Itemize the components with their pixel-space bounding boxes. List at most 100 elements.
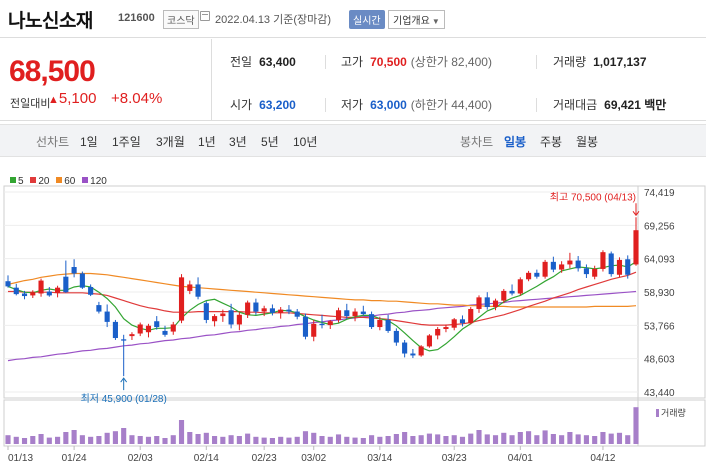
y-tick-label: 53,766 bbox=[644, 321, 675, 332]
volume-bar bbox=[385, 436, 391, 444]
volume-bar bbox=[187, 432, 193, 444]
candle-body bbox=[550, 261, 556, 270]
period-1d[interactable]: 1일 bbox=[80, 135, 98, 149]
candle-body bbox=[286, 309, 292, 312]
candle-body bbox=[220, 313, 226, 317]
candle-body bbox=[112, 321, 118, 339]
volume-bar bbox=[79, 435, 85, 444]
ma60-line bbox=[7, 272, 637, 308]
period-10y[interactable]: 10년 bbox=[293, 135, 318, 149]
candle-body bbox=[402, 342, 408, 354]
period-3m[interactable]: 3개월 bbox=[156, 135, 185, 149]
candle-weekly[interactable]: 주봉 bbox=[540, 135, 563, 149]
volume-bar bbox=[253, 436, 259, 444]
candle-body bbox=[63, 276, 69, 293]
candle-body bbox=[311, 323, 317, 337]
chart-legend: 5 20 60 120 bbox=[6, 176, 107, 187]
volume-label: 거래량 bbox=[661, 407, 686, 418]
candle-body bbox=[418, 346, 424, 356]
candle-body bbox=[625, 259, 631, 275]
calendar-icon bbox=[200, 11, 210, 21]
volume-bar bbox=[245, 433, 251, 444]
volume-bar bbox=[5, 435, 11, 444]
candle-body bbox=[501, 290, 507, 301]
candle-body bbox=[302, 316, 309, 337]
candle-body bbox=[385, 319, 391, 331]
volume-bar bbox=[228, 435, 234, 444]
x-tick-label: 03/23 bbox=[442, 453, 467, 464]
amount-label: 거래대금 bbox=[553, 98, 598, 112]
volume-bar bbox=[592, 436, 598, 444]
volume-bar bbox=[104, 432, 110, 444]
company-info-dropdown[interactable]: 기업개요 ▼ bbox=[388, 10, 445, 29]
candle-body bbox=[393, 330, 399, 343]
candle-body bbox=[360, 311, 366, 315]
line-chart-tab[interactable]: 선차트 bbox=[36, 135, 70, 149]
period-5y[interactable]: 5년 bbox=[261, 135, 279, 149]
candle-body bbox=[104, 311, 110, 322]
candle-body bbox=[377, 319, 383, 328]
volume-bar bbox=[451, 435, 457, 444]
legend-ma60: 60 bbox=[64, 176, 76, 187]
volume-label: 거래량 bbox=[553, 55, 587, 69]
period-1y[interactable]: 1년 bbox=[198, 135, 216, 149]
x-axis-labels: 01/13 01/24 02/03 02/14 02/23 03/02 03/14 03/23… bbox=[7, 446, 616, 464]
volume-bar bbox=[468, 433, 474, 444]
volume-bar bbox=[30, 436, 36, 444]
candle-body bbox=[476, 297, 482, 309]
volume-bar bbox=[418, 435, 424, 444]
candle-body bbox=[178, 277, 185, 321]
candle-body bbox=[79, 273, 85, 288]
min-label: 최저 45,900 (01/28) bbox=[81, 393, 167, 405]
candles bbox=[5, 217, 639, 377]
candle-body bbox=[71, 267, 77, 274]
prev-value: 63,400 bbox=[259, 55, 296, 69]
high-price: 고가 70,500 (상한가 82,400) bbox=[341, 53, 492, 70]
open-value: 63,200 bbox=[259, 98, 296, 112]
y-tick-label: 64,093 bbox=[644, 255, 675, 266]
open-price: 시가 63,200 bbox=[230, 96, 296, 113]
volume-bar bbox=[13, 436, 19, 444]
stock-code: 121600 bbox=[118, 12, 155, 24]
candle-body bbox=[55, 287, 61, 293]
candle-body bbox=[369, 314, 375, 328]
volume-bar bbox=[137, 436, 143, 444]
high-label: 고가 bbox=[341, 55, 364, 69]
candle-body bbox=[121, 339, 127, 341]
realtime-button[interactable]: 실시간 bbox=[349, 10, 385, 29]
volume-bar bbox=[344, 436, 350, 444]
chart-toolbar: 선차트 1일 1주일 3개월 1년 3년 5년 10년 봉차트 일봉 주봉 월봉 bbox=[0, 124, 706, 157]
candle-body bbox=[278, 309, 284, 313]
candle-body bbox=[170, 324, 176, 332]
volume-bar bbox=[236, 436, 242, 444]
volume-bar bbox=[46, 437, 52, 444]
candle-chart-tab[interactable]: 봉차트 bbox=[460, 135, 494, 149]
volume-bar bbox=[154, 436, 160, 444]
volume-bar bbox=[261, 437, 267, 444]
volume-bar bbox=[377, 436, 383, 444]
candle-body bbox=[435, 328, 441, 336]
up-triangle-icon: ▲ bbox=[48, 94, 59, 106]
separator bbox=[536, 55, 537, 69]
candle-body bbox=[228, 310, 234, 325]
candle-body bbox=[46, 291, 52, 296]
volume-bar bbox=[526, 431, 532, 444]
candle-daily[interactable]: 일봉 bbox=[504, 135, 527, 149]
volume-bar bbox=[286, 437, 292, 444]
period-1w[interactable]: 1주일 bbox=[112, 135, 141, 149]
candle-body bbox=[517, 279, 523, 294]
candle-body bbox=[5, 281, 11, 287]
candle-body bbox=[559, 264, 565, 270]
candle-body bbox=[137, 324, 143, 334]
candle-monthly[interactable]: 월봉 bbox=[576, 135, 599, 149]
volume-bar bbox=[633, 407, 639, 444]
candle-body bbox=[443, 327, 449, 329]
chart-annotations: 최고 70,500 (04/13) 최저 45,900 (01/28) bbox=[81, 191, 640, 405]
candle-body bbox=[583, 268, 589, 275]
volume-bar bbox=[369, 435, 375, 444]
x-tick-label: 01/24 bbox=[62, 453, 87, 464]
divider bbox=[211, 39, 212, 121]
volume-bar bbox=[121, 428, 127, 444]
x-tick-label: 02/14 bbox=[194, 453, 219, 464]
period-3y[interactable]: 3년 bbox=[229, 135, 247, 149]
